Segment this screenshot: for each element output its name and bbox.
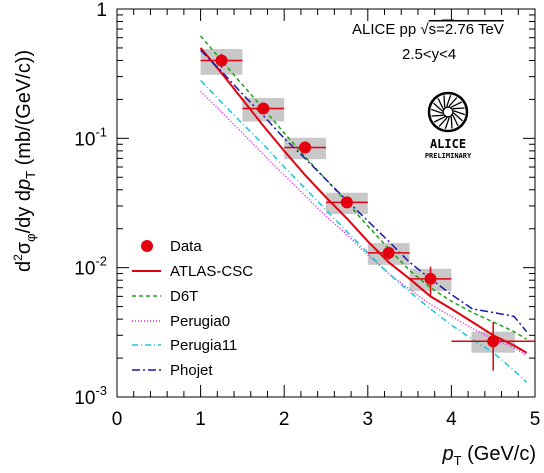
legend-label-atlas: ATLAS-CSC bbox=[170, 263, 253, 280]
legend-label-phojet: Phojet bbox=[170, 362, 213, 379]
alice-logo-ray bbox=[453, 110, 466, 116]
legend-marker-data bbox=[141, 240, 153, 252]
alice-logo-ray bbox=[438, 117, 448, 127]
alice-logo-ray bbox=[450, 116, 453, 129]
sqrt-symbol: √ bbox=[420, 21, 429, 38]
alice-logo-ray bbox=[453, 112, 463, 122]
data-point bbox=[487, 335, 500, 348]
alice-logo-ray bbox=[451, 101, 463, 108]
y-axis-title-p: p bbox=[13, 179, 35, 191]
alice-logo-ray bbox=[437, 97, 444, 109]
alice-logo-ray bbox=[433, 116, 445, 123]
y-axis-title-mid: /dy d bbox=[13, 190, 35, 233]
legend-label-perugia0: Perugia0 bbox=[170, 313, 230, 330]
x-tick-label: 2 bbox=[279, 409, 290, 430]
alice-logo-core bbox=[442, 106, 454, 118]
x-axis-title-sub: T bbox=[454, 453, 462, 468]
energy-label-suffix: s=2.76 TeV bbox=[429, 21, 504, 38]
data-points bbox=[200, 53, 535, 371]
plot-frame bbox=[116, 8, 536, 398]
y-axis-title: d2σφ/dy dpT (mb/(GeV/c)) bbox=[11, 50, 38, 272]
data-point bbox=[424, 272, 437, 285]
curve-perugia0 bbox=[200, 90, 527, 356]
alice-logo-ray bbox=[444, 117, 450, 130]
curve-perugia11 bbox=[200, 79, 528, 383]
x-axis-ticks: 0 1 2 3 4 5 bbox=[112, 9, 541, 430]
rapidity-label: 2.5<y<4 bbox=[402, 46, 456, 63]
y-tick-label: 1 bbox=[96, 0, 107, 21]
legend: Data ATLAS-CSC D6T Perugia0 Perugia11 Ph… bbox=[132, 238, 253, 379]
data-point bbox=[299, 141, 312, 154]
alice-logo-ray bbox=[452, 107, 465, 110]
y-axis-title-t: T bbox=[23, 171, 38, 179]
x-tick-label: 4 bbox=[446, 409, 457, 430]
y-axis-title-phi: φ bbox=[23, 233, 38, 241]
legend-label-d6t: D6T bbox=[170, 288, 198, 305]
y-axis-title-sup: 2 bbox=[11, 254, 25, 261]
x-axis-title-p: p bbox=[441, 443, 453, 465]
x-tick-label: 3 bbox=[363, 409, 374, 430]
legend-label-data: Data bbox=[170, 238, 202, 255]
curve-d6t bbox=[200, 35, 527, 340]
y-tick-label: 10-3 bbox=[74, 383, 107, 409]
curve-atlas-csc bbox=[199, 47, 528, 354]
alice-logo: ALICE PRELIMINARY bbox=[425, 91, 472, 160]
alice-logo-ray bbox=[430, 108, 443, 114]
data-point bbox=[215, 54, 228, 67]
x-tick-label: 0 bbox=[112, 409, 123, 430]
data-point bbox=[382, 246, 395, 259]
preliminary-text: PRELIMINARY bbox=[425, 152, 472, 160]
x-tick-label: 5 bbox=[530, 409, 541, 430]
y-axis-title-unit: (mb/(GeV/c)) bbox=[13, 50, 35, 171]
y-axis-ticks: 1 10-1 10-2 10-3 bbox=[74, 0, 535, 409]
alice-logo-ray bbox=[443, 95, 446, 108]
x-axis-title: pT (GeV/c) bbox=[441, 443, 536, 468]
alice-logo-emblem bbox=[427, 91, 469, 133]
x-tick-label: 1 bbox=[195, 409, 206, 430]
legend-label-perugia11: Perugia11 bbox=[170, 337, 237, 354]
energy-label: ALICE pp √s=2.76 TeV bbox=[352, 21, 504, 38]
data-point bbox=[257, 102, 270, 115]
y-tick-label: 10-2 bbox=[74, 254, 107, 280]
energy-label-prefix: ALICE pp bbox=[352, 21, 420, 38]
y-tick-label: 10-1 bbox=[74, 124, 107, 150]
alice-logo-ray bbox=[448, 97, 458, 107]
alice-logo-ray bbox=[433, 102, 443, 112]
alice-logo-ray bbox=[452, 115, 459, 127]
energy-annotation: ALICE pp √s=2.76 TeV 2.5<y<4 bbox=[352, 19, 504, 63]
data-point bbox=[340, 196, 353, 209]
alice-logo-text: ALICE bbox=[430, 137, 466, 151]
x-axis-title-unit: (GeV/c) bbox=[462, 443, 536, 465]
y-axis-title-d: d bbox=[13, 261, 35, 272]
y-axis-title-sigma: σ bbox=[13, 241, 35, 254]
alice-logo-ray bbox=[446, 94, 452, 107]
alice-logo-ray bbox=[431, 114, 444, 117]
